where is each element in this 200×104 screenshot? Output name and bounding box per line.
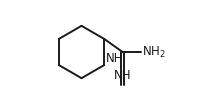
- Text: NH: NH: [114, 69, 131, 82]
- Text: NH$_2$: NH$_2$: [142, 44, 165, 60]
- Text: NH: NH: [106, 52, 123, 65]
